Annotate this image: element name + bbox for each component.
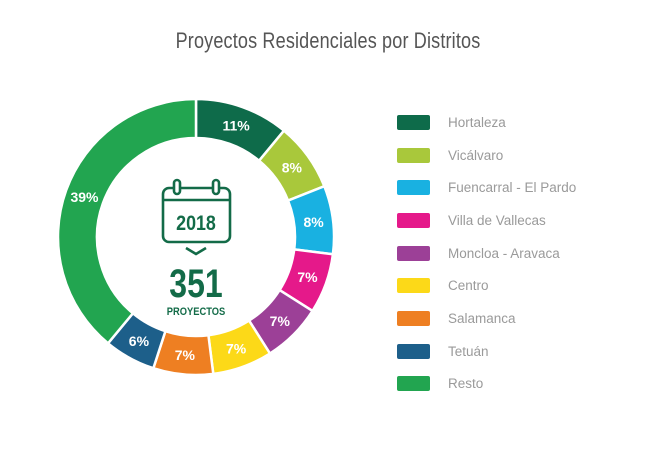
legend-swatch <box>397 310 430 326</box>
chart-title: Proyectos Residenciales por Distritos <box>175 28 481 53</box>
legend-label: Centro <box>448 278 489 294</box>
legend-label: Villa de Vallecas <box>448 212 546 228</box>
legend-swatch <box>397 212 430 228</box>
legend-swatch <box>397 180 430 196</box>
slice-label: 8% <box>303 214 324 230</box>
slice-label: 11% <box>223 118 251 134</box>
legend-label: Fuencarral - El Pardo <box>448 180 577 196</box>
legend-label: Tetuán <box>448 343 489 359</box>
slice-label: 7% <box>270 313 291 329</box>
center-total-label: PROYECTOS <box>167 306 226 318</box>
legend-label: Moncloa - Aravaca <box>448 245 560 261</box>
legend-item: Moncloa - Aravaca <box>397 237 576 270</box>
legend-item: Resto <box>397 368 576 401</box>
legend-item: Salamanca <box>397 302 576 335</box>
legend-item: Hortaleza <box>397 106 576 139</box>
center-year: 2018 <box>176 212 216 236</box>
legend-label: Resto <box>448 376 484 392</box>
legend-swatch <box>397 343 430 359</box>
slice-label: 6% <box>129 333 150 349</box>
legend-label: Salamanca <box>448 310 516 326</box>
center-total: 351 <box>169 261 222 306</box>
slice-resto <box>56 97 198 346</box>
calendar-icon <box>161 178 232 256</box>
legend-item: Villa de Vallecas <box>397 204 576 237</box>
slice-label: 7% <box>175 347 196 363</box>
legend: Hortaleza Vicálvaro Fuencarral - El Pardo V… <box>397 106 576 400</box>
legend-swatch <box>397 114 430 130</box>
legend-swatch <box>397 245 430 261</box>
legend-item: Centro <box>397 269 576 302</box>
slice-label: 8% <box>282 159 303 175</box>
center-block: 2018 351 PROYECTOS <box>161 178 232 318</box>
slice-label: 7% <box>297 269 318 285</box>
legend-item: Fuencarral - El Pardo <box>397 171 576 204</box>
legend-item: Tetuán <box>397 335 576 368</box>
legend-swatch <box>397 147 430 163</box>
slice-label: 39% <box>70 189 99 205</box>
legend-item: Vicálvaro <box>397 139 576 172</box>
legend-label: Hortaleza <box>448 114 506 130</box>
legend-swatch <box>397 278 430 294</box>
slice-label: 7% <box>226 340 247 356</box>
legend-swatch <box>397 376 430 392</box>
legend-label: Vicálvaro <box>448 147 504 163</box>
